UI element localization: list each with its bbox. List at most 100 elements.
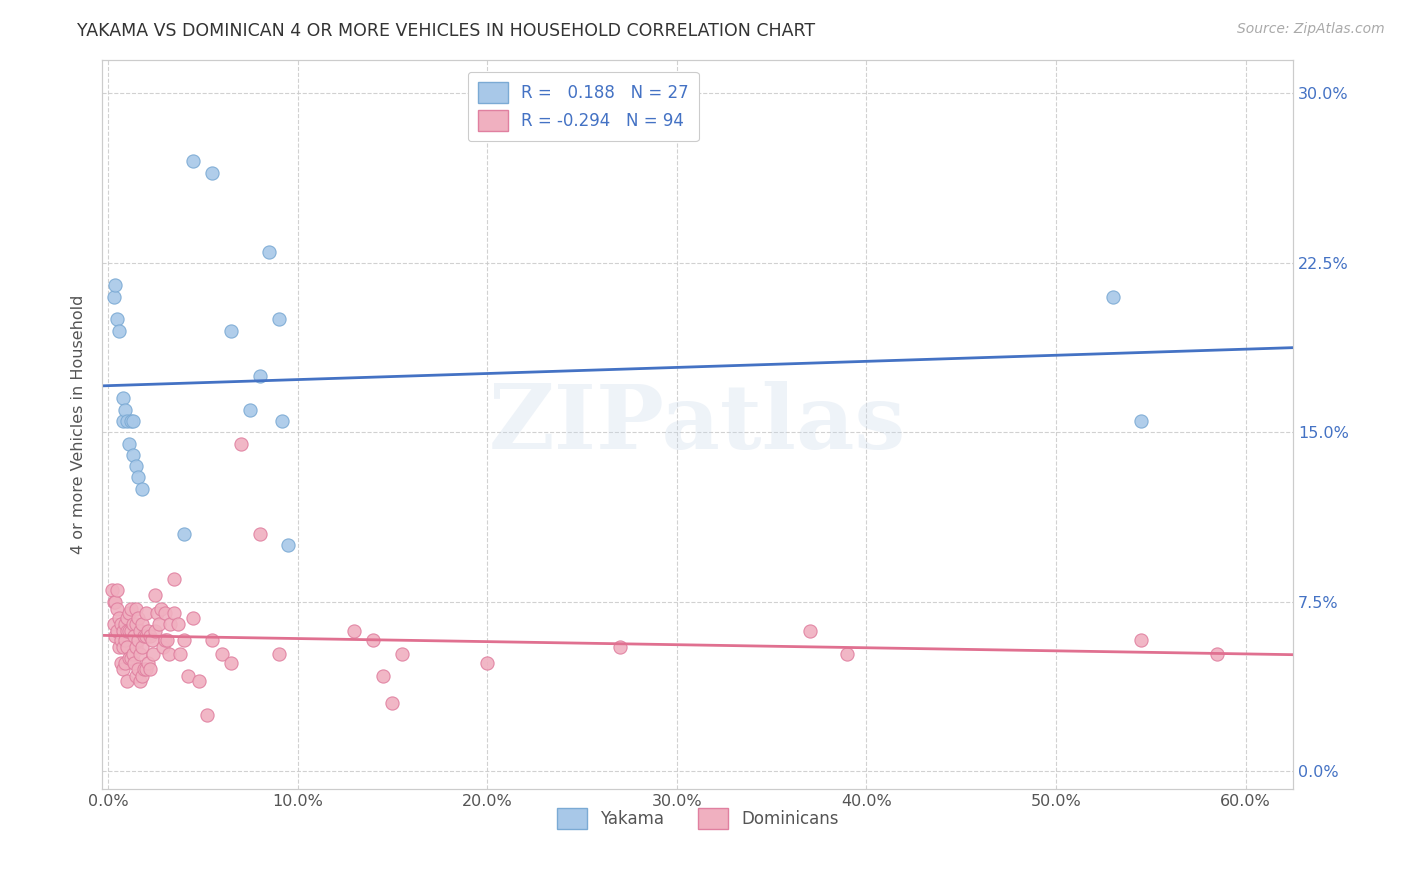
Point [127, 610, 149, 624]
Point [131, 482, 153, 496]
Point [371, 669, 394, 683]
Point [1206, 647, 1229, 661]
Point [115, 640, 138, 654]
Point [104, 278, 127, 293]
Point [1130, 633, 1153, 648]
Point [120, 414, 142, 428]
Point [114, 633, 136, 648]
Point [267, 647, 290, 661]
Point [118, 651, 141, 665]
Point [195, 707, 218, 722]
Point [138, 663, 160, 677]
Point [799, 624, 821, 639]
Point [131, 640, 153, 654]
Point [121, 414, 143, 428]
Text: Source: ZipAtlas.com: Source: ZipAtlas.com [1237, 22, 1385, 37]
Point [124, 656, 146, 670]
Point [153, 633, 176, 648]
Point [105, 601, 128, 615]
Point [163, 572, 186, 586]
Point [115, 414, 138, 428]
Point [127, 663, 149, 677]
Point [103, 595, 125, 609]
Point [135, 629, 157, 643]
Point [152, 640, 174, 654]
Point [141, 633, 163, 648]
Point [135, 606, 157, 620]
Point [105, 312, 128, 326]
Point [112, 414, 135, 428]
Point [108, 610, 131, 624]
Point [104, 629, 127, 643]
Point [150, 601, 173, 615]
Point [219, 324, 242, 338]
Point [112, 624, 135, 639]
Point [115, 624, 138, 639]
Point [104, 595, 127, 609]
Point [129, 647, 152, 661]
Point [112, 663, 135, 677]
Point [105, 583, 128, 598]
Point [125, 601, 148, 615]
Point [837, 647, 859, 661]
Point [239, 402, 262, 417]
Point [1102, 290, 1125, 304]
Point [115, 673, 138, 688]
Point [229, 436, 252, 450]
Point [110, 656, 132, 670]
Point [132, 663, 155, 677]
Point [138, 629, 160, 643]
Point [135, 663, 157, 677]
Point [211, 647, 233, 661]
Point [475, 656, 498, 670]
Point [143, 588, 166, 602]
Point [129, 624, 152, 639]
Point [129, 673, 152, 688]
Point [125, 640, 148, 654]
Point [103, 290, 125, 304]
Point [181, 610, 204, 624]
Point [136, 656, 159, 670]
Point [1130, 414, 1153, 428]
Point [124, 629, 146, 643]
Point [110, 633, 132, 648]
Point [363, 633, 385, 648]
Point [125, 669, 148, 683]
Point [127, 633, 149, 648]
Point [115, 610, 138, 624]
Point [173, 633, 195, 648]
Point [159, 617, 181, 632]
Point [125, 617, 148, 632]
Point [114, 402, 136, 417]
Point [157, 647, 180, 661]
Point [277, 538, 299, 552]
Point [271, 414, 294, 428]
Point [146, 606, 169, 620]
Point [100, 583, 122, 598]
Point [112, 640, 135, 654]
Point [201, 633, 224, 648]
Point [201, 165, 224, 179]
Point [112, 392, 135, 406]
Point [120, 651, 142, 665]
Point [105, 624, 128, 639]
Point [219, 656, 242, 670]
Point [103, 617, 125, 632]
Point [257, 244, 280, 259]
Point [142, 647, 165, 661]
Point [176, 669, 198, 683]
Point [391, 647, 413, 661]
Point [136, 624, 159, 639]
Point [131, 617, 153, 632]
Point [609, 640, 631, 654]
Text: ZIPatlas: ZIPatlas [489, 381, 907, 468]
Y-axis label: 4 or more Vehicles in Household: 4 or more Vehicles in Household [72, 294, 86, 554]
Point [121, 448, 143, 462]
Text: YAKAMA VS DOMINICAN 4 OR MORE VEHICLES IN HOUSEHOLD CORRELATION CHART: YAKAMA VS DOMINICAN 4 OR MORE VEHICLES I… [77, 22, 815, 40]
Point [118, 436, 141, 450]
Point [118, 624, 141, 639]
Point [156, 633, 179, 648]
Point [153, 606, 176, 620]
Point [267, 312, 290, 326]
Point [187, 673, 209, 688]
